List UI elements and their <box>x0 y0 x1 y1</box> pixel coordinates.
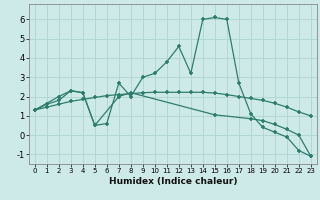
X-axis label: Humidex (Indice chaleur): Humidex (Indice chaleur) <box>108 177 237 186</box>
